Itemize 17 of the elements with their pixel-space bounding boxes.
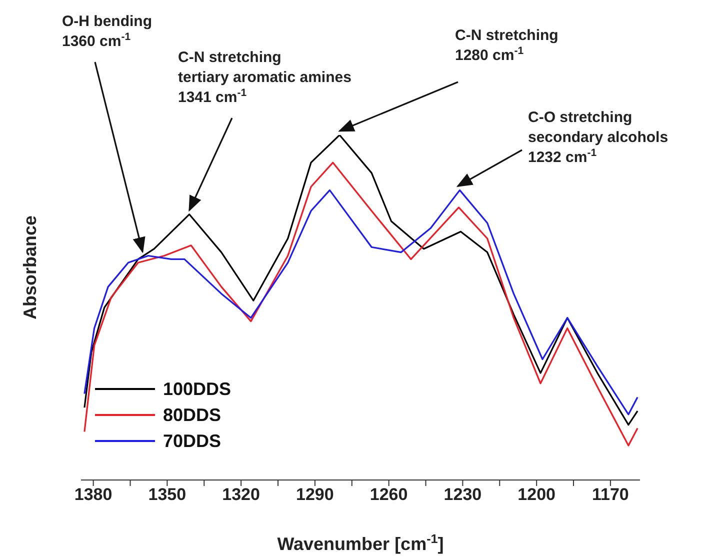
x-tick-label: 1170 [592, 485, 629, 504]
x-tick-label: 1260 [370, 485, 408, 504]
x-tick-label: 1200 [518, 485, 556, 504]
x-tick-label: 1350 [148, 485, 186, 504]
x-tick-label: 1320 [222, 485, 260, 504]
x-tick-label: 1290 [296, 485, 334, 504]
x-tick-label: 1230 [444, 485, 482, 504]
legend-label: 100DDS [163, 378, 232, 400]
annotation: C-N stretching 1280 cm$^{-1}$ [455, 27, 558, 64]
annotation: C-N stretching tertiary aromatic amines 1341 cm$^{-1}$ [178, 49, 352, 106]
annotation: O-H bending 1360 cm$^{-1}$ [62, 13, 152, 50]
y-axis-title: Absorbance [20, 215, 40, 320]
legend-label: 70DDS [163, 430, 222, 452]
legend-label: 80DDS [163, 404, 222, 426]
annotation: C-O stretching secondary alcohols 1232 cm$^{-1}$ [528, 109, 668, 166]
x-axis-title: Wavenumber [cm$^{-1}$] [277, 532, 444, 554]
x-tick-label: 1380 [74, 485, 112, 504]
